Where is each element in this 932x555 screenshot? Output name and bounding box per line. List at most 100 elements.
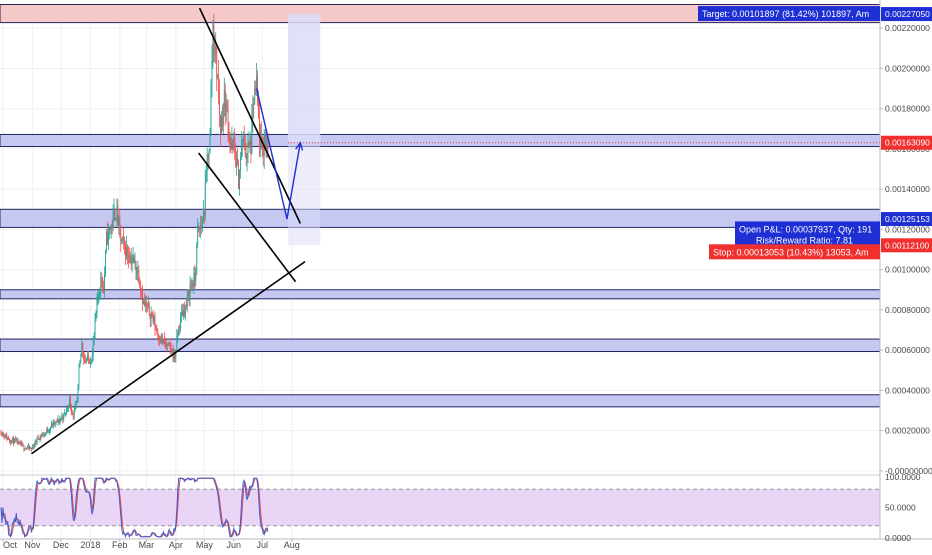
candle-body (145, 303, 146, 306)
candle-body (142, 293, 144, 304)
price-tick-label: 0.00120000 (885, 224, 930, 234)
candle-body (236, 158, 238, 168)
candle-body (114, 210, 116, 220)
candle-body (87, 355, 88, 361)
candle-body (195, 269, 197, 281)
candle-body (55, 420, 57, 422)
time-tick-label: Jun (227, 540, 242, 550)
candle-body (61, 416, 63, 419)
candle-body (65, 412, 67, 414)
candle-body (15, 439, 17, 441)
candle-body (132, 257, 134, 261)
candle-body (145, 303, 147, 306)
candle-body (86, 360, 87, 362)
candle-body (26, 448, 28, 449)
candle-body (222, 107, 224, 126)
candle-body (115, 217, 117, 220)
candle-body (155, 328, 157, 330)
candle-body (232, 140, 234, 143)
candle-body (208, 151, 210, 160)
projection-arrowhead (295, 141, 304, 151)
candle-body (31, 447, 33, 449)
candle-body (154, 317, 156, 329)
candle-body (221, 116, 222, 134)
candle-body (240, 157, 241, 171)
candle-body (171, 349, 173, 352)
candle-body (126, 246, 128, 255)
candle-body (50, 427, 51, 430)
candle-body (93, 333, 95, 343)
price-tick-label: -0.00000000 (885, 466, 932, 476)
price-tag-box (881, 212, 932, 227)
candle-body (3, 433, 5, 436)
price-tag-box (881, 238, 932, 253)
candle-body (162, 336, 163, 343)
candle-body (210, 83, 212, 135)
candle-body (108, 228, 110, 229)
candle-body (74, 405, 76, 411)
candle-body (240, 143, 242, 158)
candle-body (192, 284, 194, 287)
time-tick-label: Aug (284, 540, 300, 550)
candle-body (39, 436, 41, 440)
candle-body (130, 255, 132, 265)
candle-body (73, 410, 75, 418)
price-tag-box (881, 135, 932, 150)
candle-body (119, 218, 121, 229)
candle-body (118, 218, 120, 226)
candle-body (113, 210, 115, 213)
candle-body (22, 443, 24, 446)
candle-body (253, 103, 255, 105)
candle-body (170, 348, 172, 352)
candle-body (127, 254, 129, 259)
candle-body (183, 309, 184, 317)
candle-body (45, 432, 47, 434)
candle-body (105, 250, 106, 274)
candle-body (242, 135, 244, 141)
target-label-box (698, 6, 880, 22)
candle-body (27, 447, 29, 449)
candle-body (110, 224, 112, 231)
candle-body (50, 423, 52, 428)
candle-body (12, 438, 13, 441)
candle-body (104, 273, 106, 290)
candle-body (217, 76, 219, 78)
candle-body (181, 311, 182, 316)
candle-body (248, 143, 250, 145)
zone-900 (0, 289, 881, 300)
candle-body (166, 343, 168, 346)
candle-body (224, 89, 226, 116)
candle-body (117, 206, 119, 226)
candle-body (186, 295, 188, 307)
candle-body (231, 140, 233, 150)
time-tick-label: Nov (24, 540, 41, 550)
candle-body (71, 411, 73, 413)
candle-body (227, 108, 229, 130)
candle-body (262, 150, 264, 156)
candle-body (40, 436, 42, 437)
time-tick-label: 2018 (80, 540, 100, 550)
candle-body (265, 134, 267, 149)
candle-body (197, 228, 199, 244)
candle-body (14, 438, 16, 441)
candle-body (221, 116, 223, 126)
candle-body (182, 311, 183, 317)
candle-body (43, 433, 45, 436)
candle-body (174, 350, 176, 358)
candle-body (230, 142, 232, 150)
candle-body (177, 335, 179, 336)
candle-body (54, 421, 56, 425)
candle-body (11, 440, 12, 443)
stochastic-oscillator (0, 474, 880, 539)
candle-body (233, 136, 235, 143)
entry-zone (0, 133, 881, 148)
candle-body (120, 228, 122, 242)
candle-body (164, 338, 165, 344)
price-tag-label: 0.00227050 (885, 9, 930, 19)
candle-body (161, 336, 163, 343)
candle-body (107, 228, 109, 245)
candle-body (82, 343, 84, 353)
candle-body (72, 412, 74, 418)
candle-body (260, 136, 262, 138)
